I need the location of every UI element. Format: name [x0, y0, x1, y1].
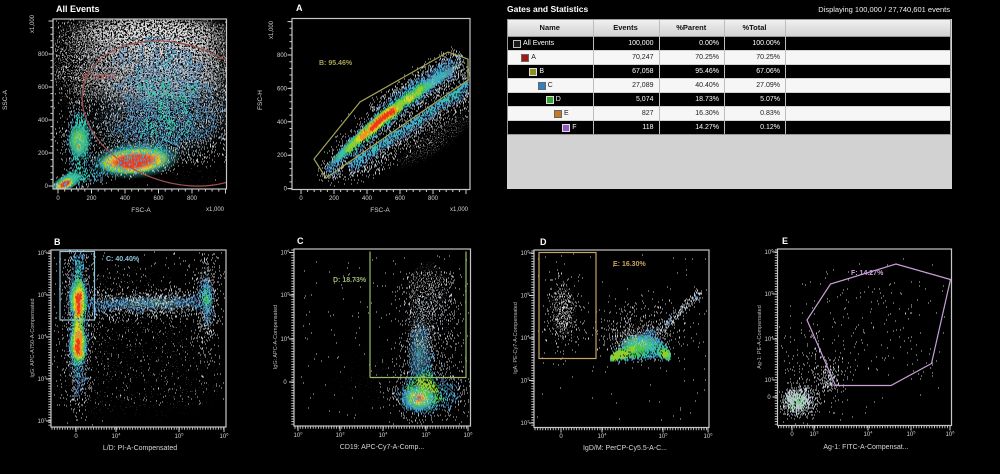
- svg-text:200: 200: [277, 153, 288, 159]
- svg-text:105: 105: [659, 432, 669, 441]
- svg-text:104: 104: [598, 432, 608, 441]
- svg-text:IgA: PE-Cy7-A-Compensated: IgA: PE-Cy7-A-Compensated: [513, 302, 519, 374]
- svg-text:SSC-A: SSC-A: [2, 89, 9, 110]
- svg-text:600: 600: [395, 196, 406, 202]
- svg-text:0: 0: [74, 434, 78, 440]
- svg-text:106: 106: [521, 249, 531, 258]
- svg-text:105: 105: [907, 430, 917, 439]
- svg-text:106: 106: [946, 430, 956, 439]
- svg-text:IgG: APC-A750-A-Compensated: IgG: APC-A750-A-Compensated: [30, 298, 36, 377]
- svg-text:400: 400: [120, 196, 131, 202]
- svg-text:105: 105: [281, 291, 291, 300]
- svg-text:104: 104: [864, 430, 874, 439]
- svg-text:103: 103: [336, 431, 346, 440]
- svg-text:CD19: APC-Cy7-A-Comp...: CD19: APC-Cy7-A-Comp...: [340, 444, 424, 451]
- svg-text:200: 200: [38, 151, 49, 157]
- svg-text:0: 0: [299, 196, 303, 202]
- svg-text:106: 106: [281, 248, 291, 257]
- svg-text:FSC-H: FSC-H: [257, 90, 264, 110]
- svg-text:105: 105: [422, 431, 432, 440]
- svg-text:200: 200: [86, 196, 97, 202]
- svg-text:105: 105: [175, 432, 185, 441]
- svg-text:0: 0: [284, 187, 288, 193]
- svg-text:800: 800: [187, 196, 198, 202]
- svg-text:x1,000: x1,000: [450, 207, 469, 213]
- svg-text:104: 104: [765, 335, 775, 344]
- svg-text:L/D: PI-A-Compensated: L/D: PI-A-Compensated: [103, 445, 177, 452]
- svg-text:800: 800: [428, 196, 439, 202]
- svg-text:x1,000: x1,000: [206, 207, 225, 213]
- svg-text:800: 800: [277, 53, 288, 59]
- svg-text:600: 600: [277, 86, 288, 92]
- svg-text:Ag-1: PE-A-Compensated: Ag-1: PE-A-Compensated: [757, 305, 763, 369]
- svg-text:Ag-1: FITC-A-Compensat...: Ag-1: FITC-A-Compensat...: [823, 444, 908, 451]
- svg-text:104: 104: [112, 432, 122, 441]
- svg-text:106: 106: [704, 432, 714, 441]
- svg-text:400: 400: [362, 196, 373, 202]
- svg-text:B: 95.46%: B: 95.46%: [319, 60, 353, 67]
- svg-text:C: C: [297, 236, 304, 246]
- svg-text:IgG: APC-A-Compensated: IgG: APC-A-Compensated: [273, 305, 279, 370]
- svg-text:600: 600: [38, 85, 49, 91]
- svg-text:E: 16.30%: E: 16.30%: [613, 261, 646, 268]
- svg-text:100: 100: [294, 431, 304, 440]
- svg-text:FSC-A: FSC-A: [131, 207, 151, 214]
- svg-text:103: 103: [810, 430, 820, 439]
- svg-text:102: 102: [521, 419, 531, 428]
- svg-text:104: 104: [281, 335, 291, 344]
- svg-text:All Events: All Events: [56, 4, 100, 14]
- svg-text:102: 102: [38, 417, 48, 426]
- svg-text:0: 0: [559, 434, 563, 440]
- svg-text:0: 0: [56, 196, 60, 202]
- svg-text:200: 200: [329, 196, 340, 202]
- svg-text:103: 103: [521, 376, 531, 385]
- svg-text:106: 106: [220, 432, 230, 441]
- svg-text:106: 106: [38, 249, 48, 258]
- svg-text:A: A: [296, 3, 303, 13]
- svg-text:106: 106: [464, 431, 474, 440]
- svg-text:E: E: [782, 236, 788, 246]
- svg-text:D: 18.73%: D: 18.73%: [333, 277, 367, 284]
- svg-text:0: 0: [767, 395, 771, 401]
- svg-text:0: 0: [45, 184, 49, 190]
- svg-text:0: 0: [283, 380, 287, 386]
- svg-text:IgD/M: PerCP-Cy5.5-A-C...: IgD/M: PerCP-Cy5.5-A-C...: [583, 445, 667, 452]
- svg-text:106: 106: [765, 248, 775, 257]
- svg-text:0: 0: [790, 432, 794, 438]
- svg-text:105: 105: [765, 290, 775, 299]
- svg-text:x1,000: x1,000: [269, 20, 275, 39]
- svg-text:105: 105: [38, 291, 48, 300]
- svg-text:105: 105: [521, 291, 531, 300]
- svg-text:400: 400: [277, 120, 288, 126]
- svg-text:x1,000: x1,000: [30, 14, 36, 33]
- svg-text:104: 104: [521, 334, 531, 343]
- svg-text:B: B: [54, 237, 61, 247]
- svg-text:103: 103: [38, 375, 48, 384]
- svg-text:F: 14.27%: F: 14.27%: [851, 270, 884, 277]
- svg-text:A: 70.25%: A: 70.25%: [82, 74, 116, 81]
- svg-text:600: 600: [153, 196, 164, 202]
- svg-text:800: 800: [38, 52, 49, 58]
- svg-text:104: 104: [38, 333, 48, 342]
- svg-text:C: 40.40%: C: 40.40%: [106, 256, 140, 263]
- svg-text:D: D: [540, 237, 547, 247]
- svg-text:103: 103: [765, 376, 775, 385]
- svg-text:400: 400: [38, 118, 49, 124]
- svg-text:104: 104: [379, 431, 389, 440]
- svg-text:FSC-A: FSC-A: [370, 207, 390, 214]
